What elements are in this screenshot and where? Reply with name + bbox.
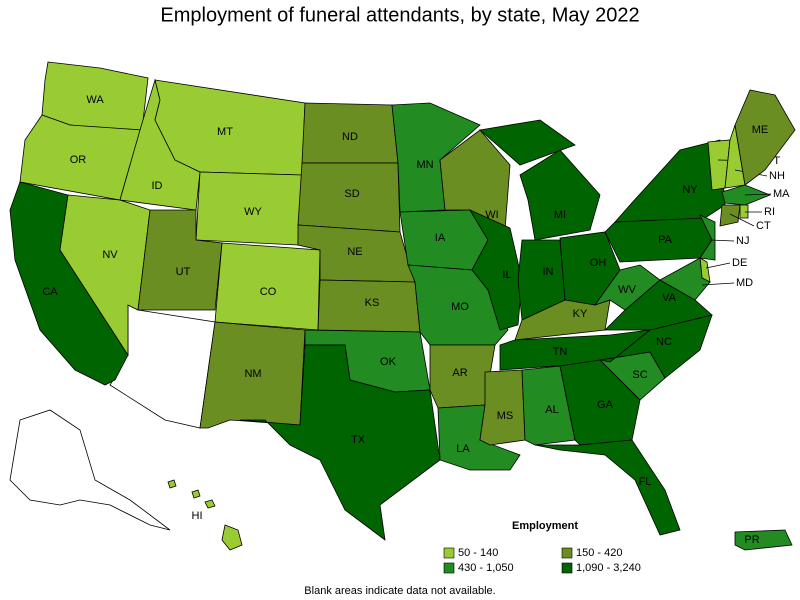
legend-swatch bbox=[561, 562, 573, 574]
state-label: NH bbox=[769, 170, 785, 182]
state-label: MS bbox=[497, 410, 514, 422]
leader-line bbox=[709, 239, 735, 242]
state-label: MI bbox=[554, 209, 566, 221]
state-label: MD bbox=[736, 277, 753, 289]
state-label: IN bbox=[543, 266, 554, 278]
state-shape bbox=[191, 489, 201, 499]
state-shape bbox=[239, 344, 441, 541]
state-label: CA bbox=[42, 286, 58, 298]
state-label: WV bbox=[618, 284, 636, 296]
map-title: Employment of funeral attendants, by sta… bbox=[160, 4, 639, 26]
legend-label: 430 - 1,050 bbox=[458, 562, 514, 574]
legend-label: 150 - 420 bbox=[576, 547, 622, 559]
leader-line bbox=[705, 262, 731, 269]
legend-label: 1,090 - 3,240 bbox=[576, 562, 641, 574]
state-label: NM bbox=[244, 368, 261, 380]
state-label: IA bbox=[435, 232, 446, 244]
state-shape bbox=[167, 479, 177, 489]
state-label: CT bbox=[756, 220, 771, 232]
state-label: MN bbox=[416, 159, 433, 171]
state-label: TN bbox=[553, 346, 568, 358]
state-label: FL bbox=[639, 476, 652, 488]
state-shape bbox=[699, 214, 716, 261]
legend-swatch bbox=[561, 547, 573, 559]
state-shape bbox=[469, 209, 523, 331]
state-shape bbox=[734, 89, 796, 186]
state-label: MT bbox=[217, 126, 233, 138]
state-shape bbox=[9, 409, 171, 531]
leader-line bbox=[729, 213, 755, 227]
state-label: NY bbox=[682, 184, 698, 196]
legend-title: Employment bbox=[512, 520, 578, 532]
state-label: ME bbox=[752, 124, 769, 136]
state-label: OR bbox=[70, 154, 87, 166]
footnote: Blank areas indicate data not available. bbox=[304, 585, 495, 597]
state-label: PR bbox=[744, 534, 759, 546]
state-shape bbox=[204, 499, 216, 509]
state-label: HI bbox=[192, 510, 203, 522]
state-label: KY bbox=[573, 308, 588, 320]
state-shape bbox=[221, 524, 243, 551]
state-label: WY bbox=[244, 206, 262, 218]
state-label: PA bbox=[658, 234, 673, 246]
state-label: MO bbox=[451, 301, 469, 313]
state-shape bbox=[479, 119, 576, 166]
state-label: LA bbox=[456, 443, 470, 455]
legend-swatch bbox=[443, 562, 455, 574]
state-label: UT bbox=[176, 266, 191, 278]
state-label: ND bbox=[342, 131, 358, 143]
state-shape bbox=[59, 194, 151, 357]
state-label: ID bbox=[152, 180, 163, 192]
state-shape bbox=[479, 369, 526, 446]
state-label: DE bbox=[732, 257, 747, 269]
state-label: TX bbox=[351, 434, 366, 446]
state-shape bbox=[719, 204, 741, 227]
state-label: RI bbox=[764, 206, 775, 218]
state-label: NV bbox=[102, 249, 118, 261]
state-shape bbox=[659, 257, 711, 301]
state-label: MA bbox=[773, 188, 790, 200]
leader-line bbox=[701, 282, 735, 286]
state-label: AL bbox=[545, 404, 558, 416]
state-label: WI bbox=[485, 209, 498, 221]
legend-label: 50 - 140 bbox=[458, 547, 498, 559]
state-label: NE bbox=[347, 246, 362, 258]
state-label: SC bbox=[632, 369, 647, 381]
state-label: KS bbox=[365, 297, 380, 309]
state-label: NC bbox=[656, 336, 672, 348]
state-shape bbox=[521, 365, 576, 446]
state-shape bbox=[739, 204, 749, 219]
state-label: VA bbox=[662, 292, 677, 304]
state-label: CO bbox=[260, 286, 277, 298]
state-label: GA bbox=[597, 399, 614, 411]
legend-swatch bbox=[443, 547, 455, 559]
state-label: OH bbox=[590, 257, 607, 269]
state-label: IL bbox=[502, 269, 511, 281]
state-label: SD bbox=[344, 188, 359, 200]
state-shape bbox=[519, 149, 601, 241]
state-shape bbox=[534, 439, 681, 536]
state-label: OK bbox=[380, 356, 397, 368]
state-label: WA bbox=[86, 94, 104, 106]
state-shape bbox=[734, 529, 793, 551]
state-label: AR bbox=[452, 367, 467, 379]
leader-line bbox=[744, 193, 772, 196]
state-label: NJ bbox=[736, 235, 749, 247]
